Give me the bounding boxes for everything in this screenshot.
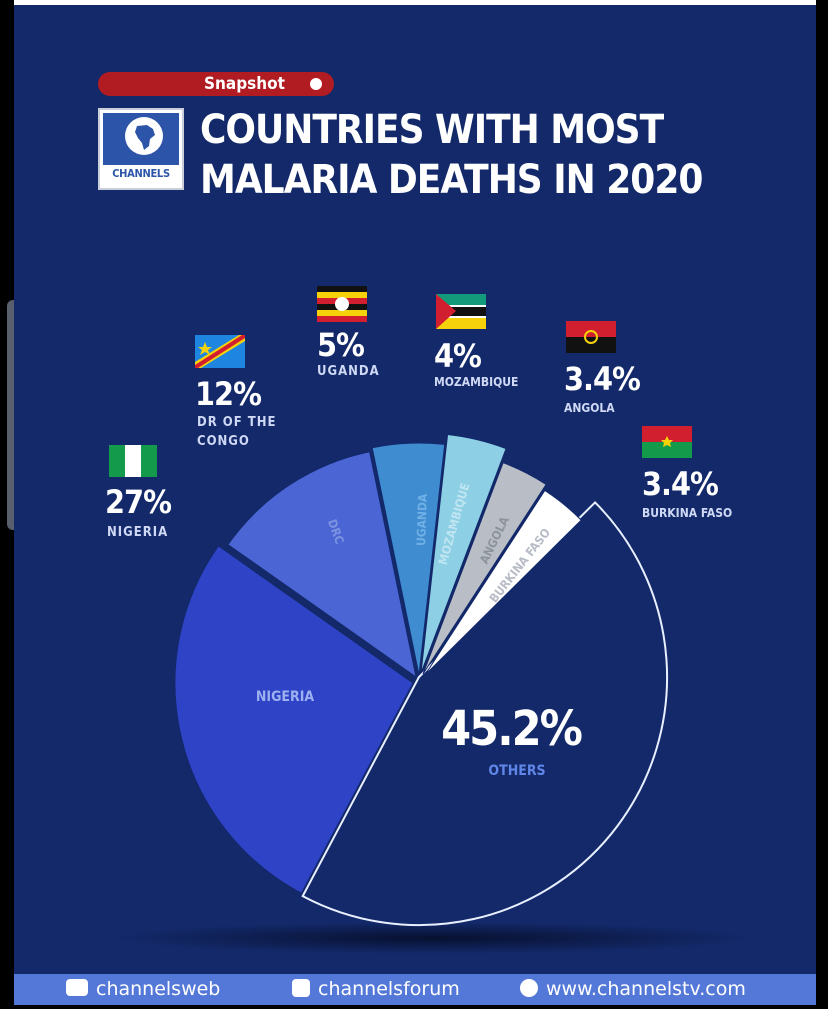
slice-mozambique	[420, 433, 507, 674]
value-label-nigeria: 27%	[105, 483, 171, 521]
slice-nigeria	[174, 545, 414, 894]
slice-angola	[422, 462, 547, 675]
value-label-mozambique: 4%	[434, 337, 481, 375]
snapshot-label: Snapshot	[204, 74, 285, 94]
channels-logo: CHANNELS	[98, 108, 184, 190]
slice-others	[301, 500, 669, 927]
page-title: COUNTRIES WITH MOST MALARIA DEATHS IN 20…	[200, 105, 703, 205]
footer-facebook-label: channelsforum	[318, 978, 460, 1000]
name-label-drc-line1: DR OF THE	[197, 415, 277, 430]
drc-flag-icon	[195, 335, 245, 368]
name-label-uganda: UGANDA	[317, 364, 380, 379]
uganda-flag-icon	[317, 286, 367, 322]
logo-text: CHANNELS	[112, 167, 170, 180]
footer-website-label: www.channelstv.com	[546, 978, 746, 1000]
burkina-faso-flag-icon	[642, 426, 692, 458]
chart-shadow	[114, 922, 754, 954]
angola-flag-icon	[566, 321, 616, 353]
title-line-2: MALARIA DEATHS IN 2020	[200, 157, 703, 203]
footer: channelsweb channelsforum www.channelstv…	[14, 974, 816, 1005]
name-label-nigeria: NIGERIA	[107, 525, 168, 540]
africa-globe-icon	[125, 117, 163, 155]
slice-uganda	[371, 442, 446, 676]
inner-label-uganda: UGANDA	[414, 493, 430, 546]
name-label-mozambique: MOZAMBIQUE	[434, 375, 518, 389]
youtube-icon	[66, 979, 88, 996]
footer-youtube[interactable]: channelsweb	[66, 974, 220, 1005]
name-label-drc-line2: CONGO	[197, 434, 250, 449]
badge-dot-icon	[310, 78, 322, 90]
pie-chart: NIGERIA DRC UGANDA MOZAMBIQUE ANGOLA BUR…	[105, 286, 754, 954]
top-strip	[14, 0, 816, 5]
slice-drc	[227, 451, 417, 679]
value-label-drc: 12%	[195, 375, 261, 413]
inner-label-nigeria: NIGERIA	[256, 689, 315, 705]
slice-burkina-faso	[424, 489, 582, 676]
globe-icon	[520, 978, 538, 997]
title-line-1: COUNTRIES WITH MOST	[200, 107, 664, 153]
value-label-uganda: 5%	[317, 326, 364, 364]
footer-youtube-label: channelsweb	[96, 978, 221, 1000]
snapshot-badge: Snapshot	[98, 72, 334, 96]
infographic: Snapshot CHANNELS COUNTRIES WITH MOST MA…	[14, 5, 816, 1005]
value-label-others: 45.2%	[441, 701, 582, 757]
value-label-angola: 3.4%	[564, 360, 640, 398]
name-label-others: OTHERS	[488, 763, 545, 779]
name-label-angola: ANGOLA	[564, 401, 615, 415]
facebook-icon	[292, 978, 310, 997]
mozambique-flag-icon	[436, 294, 486, 329]
logo-panel	[103, 113, 179, 165]
name-label-burkina-faso: BURKINA FASO	[642, 506, 732, 520]
nigeria-flag-icon	[109, 445, 157, 477]
footer-facebook[interactable]: channelsforum	[292, 974, 460, 1005]
footer-website[interactable]: www.channelstv.com	[520, 974, 746, 1005]
value-label-burkina-faso: 3.4%	[642, 465, 718, 503]
